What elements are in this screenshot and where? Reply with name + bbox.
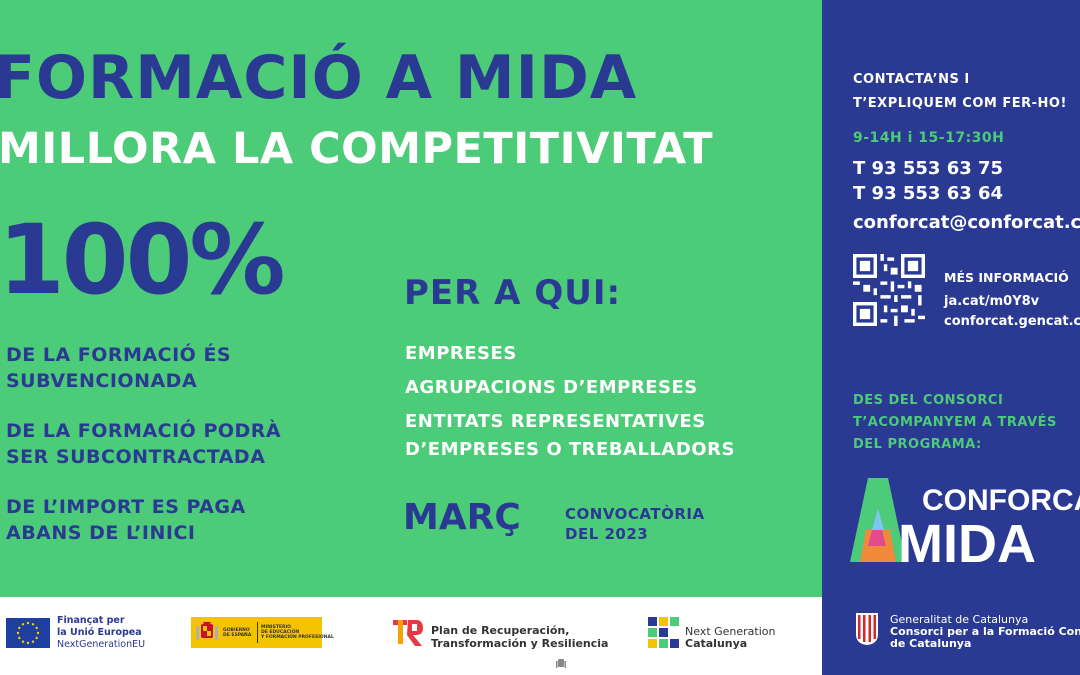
phone-number[interactable]: T 93 553 63 75 xyxy=(853,158,1004,179)
qr-code[interactable] xyxy=(853,254,925,326)
next-generation-catalunya-logo-icon xyxy=(648,617,679,648)
contact-intro: CONTACTA’NS I T’EXPLIQUEM COM FER-HO! xyxy=(853,72,1067,111)
eu-funding-text: Finançat per la Unió Europea NextGenerat… xyxy=(57,615,146,650)
short-link[interactable]: ja.cat/m0Y8v xyxy=(944,294,1040,309)
spain-government-logo: GOBIERNO DE ESPAÑA MINISTERIO DE EDUCACIÓN… xyxy=(191,617,334,648)
page-subtitle: MILLORA LA COMPETITIVITAT xyxy=(0,124,714,174)
recovery-plan-logo-icon xyxy=(393,620,423,646)
conforcat-a-mida-logo: CONFORCAT MIDA xyxy=(850,478,1080,570)
percent-figure: 100% xyxy=(0,204,286,316)
opening-hours: 9-14H i 15-17:30H xyxy=(853,130,1005,146)
page-title: FORMACIÓ A MIDA xyxy=(0,43,638,113)
email-link[interactable]: conforcat@conforcat.cat xyxy=(853,212,1080,233)
call-month: MARÇ xyxy=(403,497,521,538)
recovery-plan-text: Plan de Recuperación, Transformación y Re… xyxy=(431,624,609,650)
contact-panel xyxy=(822,0,1080,675)
benefit-item: DE L’IMPORT ES PAGA ABANS DE L’INICI xyxy=(6,496,246,544)
svg-text:CONFORCAT: CONFORCAT xyxy=(922,484,1080,517)
website-link[interactable]: conforcat.gencat.cat xyxy=(944,314,1080,329)
spain-shield-icon xyxy=(556,659,566,668)
main-panel xyxy=(0,0,822,597)
audience-list: EMPRESES AGRUPACIONS D’EMPRESES ENTITATS… xyxy=(405,340,735,464)
svg-text:MIDA: MIDA xyxy=(898,514,1036,570)
audience-heading: PER A QUI: xyxy=(404,273,622,313)
audience-item: ENTITATS REPRESENTATIVES xyxy=(405,411,706,432)
benefit-item: DE LA FORMACIÓ PODRÀ SER SUBCONTRACTADA xyxy=(6,420,282,468)
next-generation-text: Next Generation Catalunya xyxy=(685,625,776,650)
eu-flag-icon xyxy=(6,618,50,648)
more-info: MÉS INFORMACIÓ ja.cat/m0Y8v conforcat.ge… xyxy=(944,266,1080,330)
program-intro: DES DEL CONSORCI T’ACOMPANYEM A TRAVÉS DEL… xyxy=(853,393,1057,452)
call-label: CONVOCATÒRIA DEL 2023 xyxy=(565,505,705,543)
spain-coat-of-arms-icon xyxy=(196,622,218,640)
benefit-item: DE LA FORMACIÓ ÉS SUBVENCIONADA xyxy=(6,344,232,392)
generalitat-text: Generalitat de Catalunya Consorci per a … xyxy=(890,613,1080,650)
audience-item: AGRUPACIONS D’EMPRESES xyxy=(405,377,698,398)
generalitat-shield-icon xyxy=(856,613,878,645)
phone-number[interactable]: T 93 553 63 64 xyxy=(853,183,1004,204)
audience-item: EMPRESES xyxy=(405,343,517,364)
audience-item: D’EMPRESES O TREBALLADORS xyxy=(405,439,735,460)
